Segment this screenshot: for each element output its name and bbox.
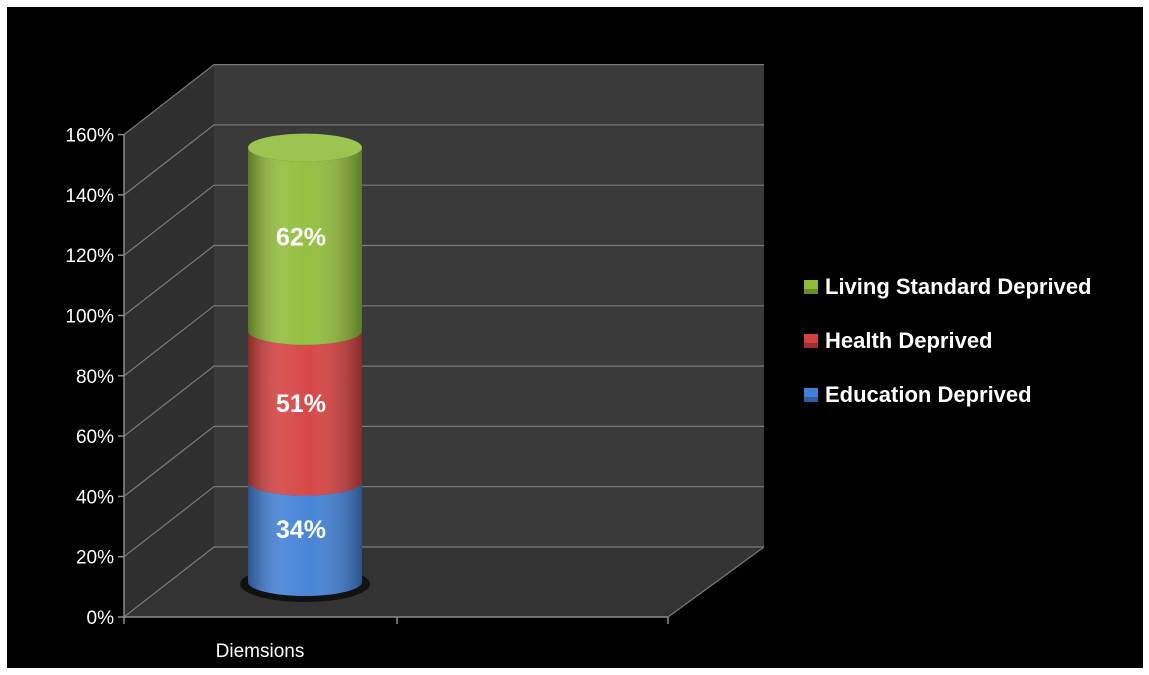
data-label-1: 34% [276, 516, 326, 544]
bar-segment-3 [248, 133, 362, 345]
bar-top-highlight [248, 133, 362, 162]
legend-label-education: Education Deprived [825, 382, 1032, 407]
y-tick-label: 40% [76, 487, 114, 508]
gridlines [123, 63, 765, 618]
bar-shading [248, 481, 362, 596]
x-category-label: Diemsions [216, 641, 305, 662]
legend-item-health: Health Deprived [804, 327, 1092, 355]
bar-top [248, 133, 362, 162]
y-tick-label: 80% [76, 367, 114, 388]
data-label-3: 62% [276, 223, 326, 251]
gridline [123, 184, 764, 256]
chart-frame: 0% 20% 40% 60% 80% 100% 120% 140% 160% Diemsions … [7, 7, 1143, 668]
chart-walls [124, 64, 764, 618]
gridline [123, 425, 764, 497]
gridline [123, 124, 764, 196]
legend-label-living: Living Standard Deprived [825, 274, 1092, 299]
legend-label-health: Health Deprived [825, 328, 993, 353]
gridline [123, 305, 764, 377]
chart-svg: 0%20%40%60%80%100%120%140%160%Diemsions … [65, 63, 765, 662]
floor-edge [123, 546, 215, 618]
gridline [123, 486, 764, 558]
legend-item-living: Living Standard Deprived [804, 273, 1092, 301]
y-tick-label: 60% [76, 427, 114, 448]
y-tick-label: 120% [65, 246, 114, 267]
y-tick-label: 160% [65, 126, 114, 147]
gridline [123, 63, 764, 136]
y-tick-label: 0% [87, 608, 115, 629]
legend-swatch-education [804, 388, 818, 402]
labels: 34% 51% 62% [276, 223, 326, 544]
legend-swatch-living [804, 280, 818, 294]
data-label-2: 51% [276, 390, 326, 418]
bars [240, 133, 370, 602]
y-tick-label: 140% [65, 186, 114, 207]
gridline [123, 244, 764, 316]
floor [124, 547, 764, 617]
bar-segment-2 [248, 330, 362, 496]
bar-shading [248, 147, 362, 345]
y-tick-label: 100% [65, 307, 114, 328]
y-tick-label: 20% [76, 548, 114, 569]
floor-right-edge [667, 546, 765, 618]
legend-item-education: Education Deprived [804, 381, 1092, 409]
legend: Living Standard Deprived Health Deprived… [804, 273, 1092, 435]
bar-segment-1 [248, 481, 362, 596]
legend-swatch-health [804, 334, 818, 348]
axes: 0% 20% 40% 60% 80% 100% 120% 140% 160% Diemsions [65, 126, 669, 662]
gridline [123, 365, 764, 437]
bar-shading [248, 330, 362, 496]
